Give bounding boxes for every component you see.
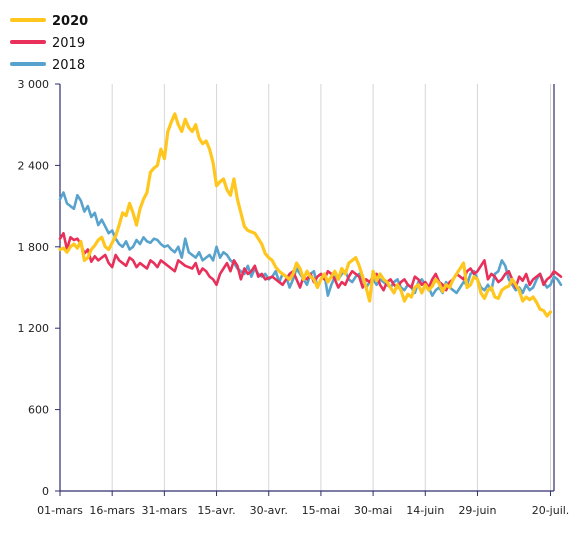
y-tick-label-1: 600 <box>28 404 49 417</box>
legend-label-2020: 2020 <box>52 14 88 29</box>
x-tick-label-9: 20-juil. <box>532 504 570 517</box>
y-tick-label-2: 1 200 <box>18 322 50 335</box>
legend-label-2019: 2019 <box>52 36 85 51</box>
x-tick-label-6: 30-mai <box>354 504 392 517</box>
series-line-2018 <box>58 191 563 297</box>
x-tick-label-0: 01-mars <box>37 504 83 517</box>
legend-item-2018: 2018 <box>10 58 85 73</box>
x-ticks: 01-mars 16-mars 31-mars 15-avr. 30-avr. 15-ma… <box>37 491 569 517</box>
y-ticks: 0 600 1 200 1 800 2 400 3 000 <box>18 78 60 498</box>
x-tick-label-3: 15-avr. <box>197 504 235 517</box>
x-tick-label-2: 31-mars <box>142 504 188 517</box>
x-tick-label-5: 15-mai <box>302 504 340 517</box>
legend: 2020 2019 2018 <box>10 14 88 73</box>
legend-item-2020: 2020 <box>10 14 88 29</box>
x-tick-label-8: 29-juin <box>458 504 496 517</box>
y-tick-label-4: 2 400 <box>18 159 50 172</box>
y-tick-label-3: 1 800 <box>18 241 50 254</box>
x-tick-label-1: 16-mars <box>89 504 135 517</box>
y-tick-label-0: 0 <box>42 485 49 498</box>
legend-item-2019: 2019 <box>10 36 85 51</box>
legend-label-2018: 2018 <box>52 58 85 73</box>
series-line-2020 <box>58 112 553 318</box>
series-lines <box>58 112 563 318</box>
x-tick-label-7: 14-juin <box>406 504 444 517</box>
x-tick-label-4: 30-avr. <box>250 504 288 517</box>
y-tick-label-5: 3 000 <box>18 78 50 91</box>
